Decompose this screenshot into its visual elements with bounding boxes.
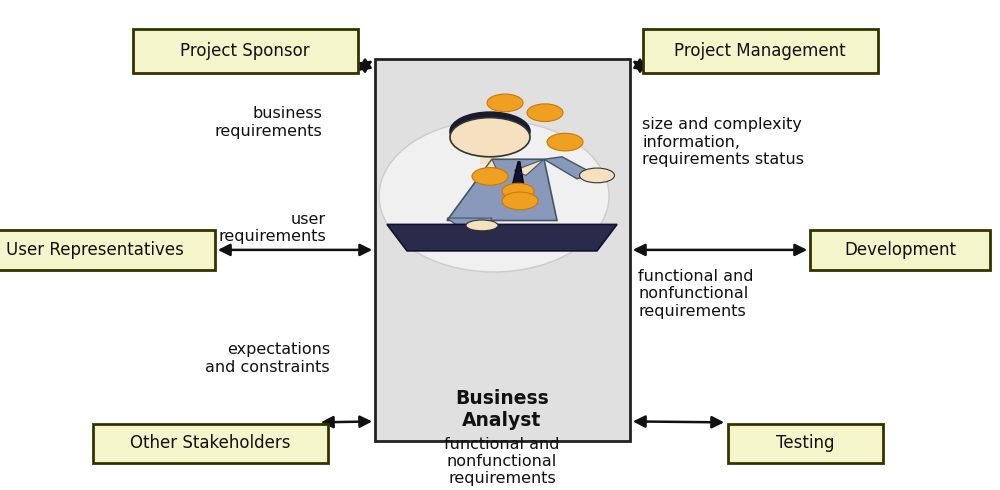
Polygon shape (514, 159, 544, 175)
Text: business
requirements: business requirements (214, 106, 322, 139)
Polygon shape (387, 224, 617, 251)
Polygon shape (447, 218, 492, 225)
Circle shape (450, 118, 530, 157)
FancyBboxPatch shape (810, 230, 990, 270)
Ellipse shape (466, 220, 498, 231)
Circle shape (502, 192, 538, 210)
Text: Project Sponsor: Project Sponsor (180, 43, 310, 60)
Text: user
requirements: user requirements (218, 212, 326, 244)
Circle shape (502, 183, 534, 199)
Circle shape (472, 168, 508, 185)
Polygon shape (512, 162, 524, 189)
Polygon shape (447, 159, 557, 220)
Ellipse shape (580, 168, 614, 183)
Circle shape (487, 94, 523, 112)
Text: functional and
nonfunctional
requirements: functional and nonfunctional requirement… (444, 437, 560, 487)
Circle shape (527, 104, 563, 122)
Text: Other Stakeholders: Other Stakeholders (130, 435, 290, 452)
FancyBboxPatch shape (643, 29, 878, 74)
FancyBboxPatch shape (728, 424, 883, 463)
FancyBboxPatch shape (92, 424, 328, 463)
FancyBboxPatch shape (480, 154, 500, 164)
Text: Business
Analyst: Business Analyst (455, 389, 549, 430)
Text: expectations
and constraints: expectations and constraints (205, 343, 330, 375)
Text: functional and
nonfunctional
requirements: functional and nonfunctional requirement… (638, 269, 754, 319)
FancyBboxPatch shape (375, 59, 630, 441)
FancyBboxPatch shape (132, 29, 358, 74)
Text: Project Management: Project Management (674, 43, 846, 60)
Polygon shape (544, 157, 594, 179)
FancyBboxPatch shape (0, 230, 215, 270)
Polygon shape (480, 159, 497, 175)
Text: size and complexity
information,
requirements status: size and complexity information, require… (642, 117, 804, 167)
Text: Testing: Testing (776, 435, 834, 452)
Circle shape (547, 133, 583, 151)
Text: Development: Development (844, 241, 956, 259)
Ellipse shape (379, 120, 609, 272)
Text: User Representatives: User Representatives (6, 241, 184, 259)
Circle shape (449, 111, 531, 151)
